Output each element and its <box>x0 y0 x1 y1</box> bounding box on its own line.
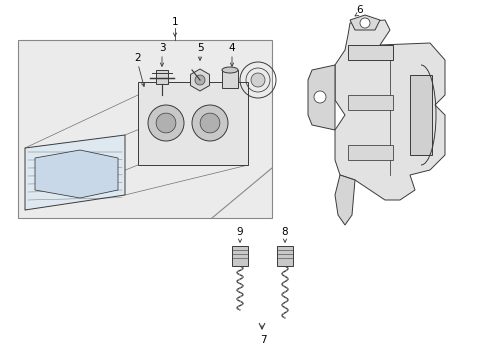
Text: 7: 7 <box>259 335 266 345</box>
Circle shape <box>192 105 227 141</box>
Circle shape <box>313 91 325 103</box>
Text: 9: 9 <box>236 227 243 237</box>
Circle shape <box>148 105 183 141</box>
Text: 8: 8 <box>281 227 288 237</box>
Circle shape <box>200 113 220 133</box>
Bar <box>231 246 247 266</box>
Bar <box>138 82 247 165</box>
Polygon shape <box>35 150 118 198</box>
Bar <box>347 45 392 60</box>
Circle shape <box>359 18 369 28</box>
Polygon shape <box>334 20 444 200</box>
Circle shape <box>250 73 264 87</box>
Polygon shape <box>349 15 379 30</box>
Bar <box>222 70 238 88</box>
Bar <box>18 40 271 218</box>
Circle shape <box>156 113 176 133</box>
Text: 1: 1 <box>171 17 178 27</box>
Circle shape <box>195 75 204 85</box>
Bar <box>156 70 168 84</box>
Text: 5: 5 <box>196 43 203 53</box>
Ellipse shape <box>222 67 238 73</box>
Bar <box>347 95 392 110</box>
Bar <box>276 246 292 266</box>
Bar <box>409 75 431 155</box>
Text: 3: 3 <box>159 43 165 53</box>
Text: 2: 2 <box>134 53 141 63</box>
Bar <box>347 145 392 160</box>
Text: 6: 6 <box>356 5 363 15</box>
Polygon shape <box>25 135 125 210</box>
Polygon shape <box>334 175 354 225</box>
Text: 4: 4 <box>228 43 235 53</box>
Polygon shape <box>307 65 334 130</box>
